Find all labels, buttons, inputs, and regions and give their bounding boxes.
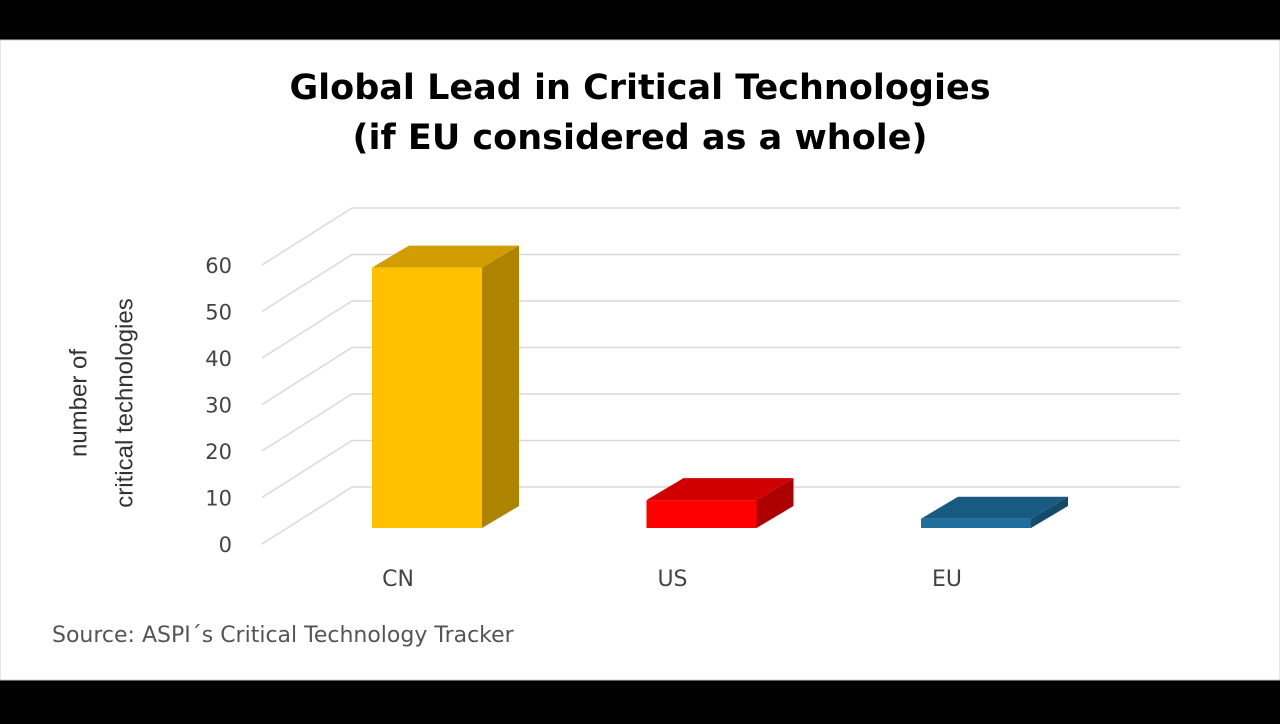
bar <box>646 500 757 528</box>
x-tick-label: CN <box>382 567 414 592</box>
y-tick-label: 40 <box>205 347 232 371</box>
bar-side <box>482 245 519 528</box>
grid-line <box>261 300 353 359</box>
chart-title: (if EU considered as a whole) <box>353 118 928 158</box>
bar-side <box>756 478 794 528</box>
x-tick-label: US <box>657 567 687 592</box>
y-tick-label: 30 <box>205 394 232 418</box>
bar-top <box>646 478 794 501</box>
y-axis-title-line: number of <box>65 349 92 457</box>
x-tick-label: EU <box>932 567 962 592</box>
y-axis-title-line: critical technologies <box>111 298 138 507</box>
y-tick-label: 20 <box>205 440 232 464</box>
grid-line <box>261 253 353 313</box>
y-tick-label: 60 <box>205 254 232 278</box>
chart-title: Global Lead in Critical Technologies <box>289 68 990 108</box>
source-note: Source: ASPI´s Critical Technology Track… <box>52 623 515 648</box>
y-tick-label: 10 <box>205 487 232 511</box>
bar-top <box>372 245 519 268</box>
grid-line <box>261 346 353 406</box>
grid-line <box>261 439 353 499</box>
grid-line <box>261 486 353 545</box>
bar <box>372 267 482 528</box>
chart-area <box>0 39 1280 681</box>
bar <box>921 518 1031 528</box>
bar-top <box>921 496 1068 519</box>
grid-line <box>261 393 353 452</box>
grid-line <box>261 207 353 266</box>
y-axis-title: number of critical technologies <box>65 298 138 507</box>
y-tick-label: 0 <box>219 533 232 557</box>
y-tick-label: 50 <box>205 301 232 325</box>
bar-side <box>1031 496 1068 528</box>
